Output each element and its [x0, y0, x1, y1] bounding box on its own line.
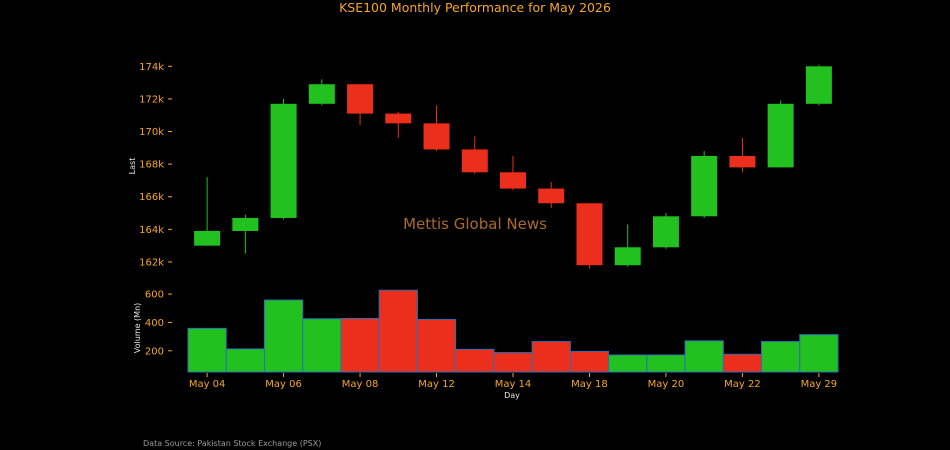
volume-bar [416, 318, 457, 373]
candle-body [347, 84, 374, 114]
candle-body [500, 172, 526, 189]
candle-body [691, 155, 718, 217]
price-y-tick-label: 174k [139, 62, 164, 73]
candle-body [805, 66, 832, 104]
volume-bar [455, 348, 495, 373]
x-axis-label: Day [504, 391, 520, 400]
candle-body [308, 84, 335, 104]
volume-bar [531, 341, 571, 373]
chart-title: KSE100 Monthly Performance for May 2026 [339, 0, 611, 15]
candle-body [232, 217, 259, 231]
volume-bar [684, 340, 724, 373]
data-source-note: Data Source: Pakistan Stock Exchange (PS… [143, 439, 321, 448]
volume-panel: 200 400 600 May 04 May 06 May 08 May 12 May 14 M… [145, 289, 839, 390]
x-tick-label: May 22 [724, 379, 761, 390]
volume-bar [761, 341, 801, 373]
candle-body [270, 103, 297, 218]
volume-y-tick-label: 200 [145, 346, 164, 357]
price-y-tick-label: 162k [139, 257, 164, 268]
volume-bar [225, 348, 265, 373]
price-panel: 162k 164k 166k 168k 170k 172k 174k [139, 62, 832, 269]
candle-body [652, 216, 679, 248]
price-y-tick-label: 172k [139, 94, 164, 105]
volume-bar [608, 354, 648, 373]
candle-body [538, 188, 565, 204]
candle-body [385, 113, 412, 124]
volume-axis-label: Volume (Mn) [133, 303, 142, 354]
x-tick-label: May 29 [801, 379, 838, 390]
volume-bar [302, 318, 342, 373]
x-tick-label: May 18 [571, 379, 608, 390]
price-y-tick-label: 164k [139, 225, 164, 236]
volume-bar [799, 334, 839, 373]
volume-bar [646, 354, 686, 373]
x-tick-label: May 12 [418, 379, 455, 390]
volume-bar [340, 317, 380, 373]
price-y-tick-label: 166k [139, 192, 164, 203]
candle-body [729, 155, 756, 168]
x-tick-label: May 04 [189, 379, 226, 390]
candle-body [461, 149, 488, 173]
volume-bar [493, 352, 533, 373]
volume-bar [569, 350, 610, 373]
volume-bar [187, 327, 227, 373]
volume-bar [722, 353, 763, 373]
volume-y-tick-label: 400 [145, 318, 164, 329]
candle-body [576, 203, 603, 266]
volume-bar [263, 299, 304, 373]
volume-bar [378, 289, 418, 373]
x-tick-label: May 08 [342, 379, 379, 390]
candle-body [194, 230, 221, 246]
x-tick-label: May 20 [648, 379, 685, 390]
candle-body [614, 247, 641, 266]
x-tick-label: May 14 [495, 379, 532, 390]
watermark: Mettis Global News [403, 215, 547, 233]
candle-body [423, 123, 450, 150]
candle-body [767, 103, 794, 168]
x-tick-label: May 06 [265, 379, 302, 390]
price-y-tick-label: 170k [139, 127, 164, 138]
price-axis-label: Last [128, 158, 137, 175]
volume-y-tick-label: 600 [145, 290, 164, 301]
price-y-tick-label: 168k [139, 160, 164, 171]
